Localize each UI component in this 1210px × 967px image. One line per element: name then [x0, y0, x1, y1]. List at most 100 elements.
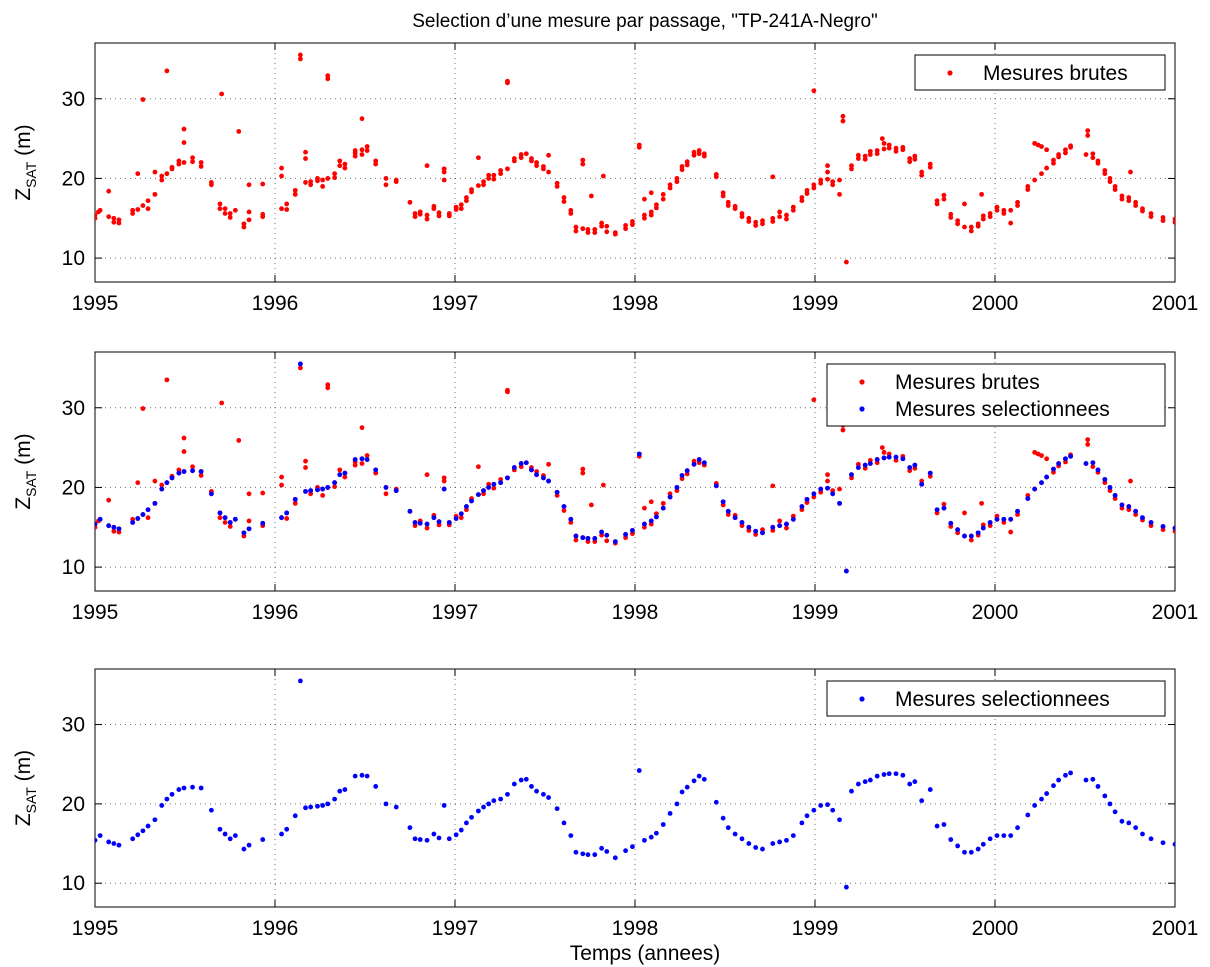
- point-mesures-brutes: [1056, 154, 1062, 160]
- point-mesures-selectionnees: [1172, 525, 1175, 531]
- point-mesures-selectionnees: [308, 488, 314, 494]
- point-mesures-selectionnees: [855, 465, 861, 470]
- point-mesures-selectionnees: [523, 460, 529, 466]
- point-mesures-selectionnees: [364, 457, 370, 462]
- point-mesures-selectionnees: [612, 539, 618, 545]
- y-tick-label: 20: [62, 793, 85, 816]
- point-mesures-brutes: [1102, 171, 1108, 177]
- point-mesures-selectionnees: [342, 787, 348, 792]
- point-mesures-brutes: [784, 525, 789, 531]
- point-mesures-selectionnees: [886, 771, 892, 777]
- point-mesures-brutes: [660, 196, 666, 202]
- point-mesures-selectionnees: [987, 836, 993, 842]
- point-mesures-brutes: [1063, 150, 1068, 156]
- point-mesures-brutes: [684, 162, 690, 168]
- point-mesures-brutes: [359, 147, 365, 153]
- point-mesures-brutes: [679, 167, 685, 173]
- point-mesures-selectionnees: [732, 831, 738, 837]
- point-mesures-brutes: [941, 501, 947, 507]
- point-mesures-selectionnees: [135, 516, 141, 521]
- point-mesures-selectionnees: [303, 805, 308, 811]
- x-tick-label: 1999: [792, 917, 839, 940]
- point-mesures-selectionnees: [486, 485, 492, 490]
- point-mesures-brutes: [518, 155, 524, 161]
- legend-entry: Mesures selectionnees: [895, 688, 1110, 711]
- y-tick-label: 30: [62, 397, 85, 420]
- point-mesures-selectionnees: [630, 844, 635, 850]
- point-mesures-selectionnees: [424, 521, 430, 527]
- point-mesures-brutes: [332, 171, 338, 177]
- point-mesures-brutes: [106, 214, 112, 220]
- point-mesures-brutes: [1085, 437, 1091, 443]
- point-mesures-brutes: [962, 510, 967, 516]
- point-mesures-selectionnees: [458, 511, 464, 517]
- point-mesures-selectionnees: [811, 807, 817, 813]
- point-mesures-selectionnees: [325, 801, 331, 807]
- point-mesures-selectionnees: [580, 535, 586, 541]
- y-tick-label: 10: [62, 247, 85, 270]
- point-mesures-brutes: [491, 172, 497, 178]
- point-mesures-selectionnees: [1102, 793, 1108, 799]
- point-mesures-brutes: [130, 207, 136, 213]
- point-mesures-brutes: [292, 187, 298, 193]
- point-mesures-brutes: [217, 206, 223, 212]
- y-tick-label: 20: [62, 167, 85, 190]
- point-mesures-brutes: [325, 385, 331, 391]
- point-mesures-brutes: [561, 195, 567, 200]
- figure-title: Selection d’une mesure par passage, "TP-…: [412, 11, 878, 32]
- point-mesures-brutes: [140, 97, 146, 102]
- point-mesures-brutes: [475, 183, 481, 189]
- point-mesures-selectionnees: [431, 831, 437, 837]
- point-mesures-selectionnees: [837, 500, 842, 506]
- point-mesures-selectionnees: [1083, 461, 1089, 466]
- point-mesures-selectionnees: [364, 773, 370, 779]
- point-mesures-selectionnees: [674, 801, 680, 807]
- point-mesures-selectionnees: [1044, 474, 1050, 480]
- legend-entry: Mesures brutes: [983, 62, 1128, 85]
- point-mesures-selectionnees: [417, 837, 423, 842]
- y-tick-label: 10: [62, 872, 85, 895]
- point-mesures-selectionnees: [458, 827, 464, 833]
- point-mesures-brutes: [246, 182, 252, 188]
- point-mesures-brutes: [232, 207, 238, 213]
- point-mesures-brutes: [337, 163, 343, 169]
- point-mesures-selectionnees: [227, 520, 233, 525]
- point-mesures-selectionnees: [934, 823, 940, 829]
- point-mesures-selectionnees: [308, 804, 314, 810]
- point-mesures-selectionnees: [804, 496, 810, 502]
- points-group: [95, 52, 1175, 265]
- y-tick-label: 30: [62, 714, 85, 737]
- point-mesures-selectionnees: [777, 839, 783, 845]
- point-mesures-selectionnees: [145, 823, 151, 829]
- point-mesures-brutes: [464, 198, 469, 204]
- point-mesures-selectionnees: [799, 504, 805, 509]
- point-mesures-selectionnees: [140, 512, 146, 517]
- point-mesures-selectionnees: [955, 843, 961, 849]
- point-mesures-selectionnees: [111, 841, 117, 846]
- point-mesures-selectionnees: [505, 475, 510, 481]
- point-mesures-selectionnees: [1107, 485, 1113, 490]
- point-mesures-selectionnees: [837, 817, 842, 823]
- point-mesures-brutes: [1090, 155, 1096, 161]
- point-mesures-selectionnees: [359, 456, 365, 462]
- point-mesures-selectionnees: [518, 777, 524, 783]
- point-mesures-brutes: [325, 176, 331, 181]
- point-mesures-selectionnees: [770, 841, 776, 846]
- point-mesures-selectionnees: [1068, 770, 1073, 776]
- point-mesures-brutes: [458, 202, 464, 208]
- point-mesures-selectionnees: [469, 814, 474, 820]
- point-mesures-selectionnees: [486, 801, 492, 807]
- point-mesures-brutes: [561, 508, 567, 513]
- point-mesures-selectionnees: [1090, 460, 1096, 466]
- point-mesures-selectionnees: [790, 516, 796, 522]
- point-mesures-selectionnees: [359, 772, 365, 778]
- point-mesures-selectionnees: [292, 496, 298, 502]
- point-mesures-selectionnees: [955, 527, 961, 533]
- point-mesures-selectionnees: [303, 489, 308, 494]
- point-mesures-selectionnees: [893, 454, 899, 460]
- point-mesures-brutes: [342, 474, 348, 480]
- point-mesures-selectionnees: [232, 516, 238, 522]
- point-mesures-brutes: [417, 209, 423, 215]
- point-mesures-brutes: [1025, 184, 1031, 189]
- point-mesures-selectionnees: [181, 469, 187, 474]
